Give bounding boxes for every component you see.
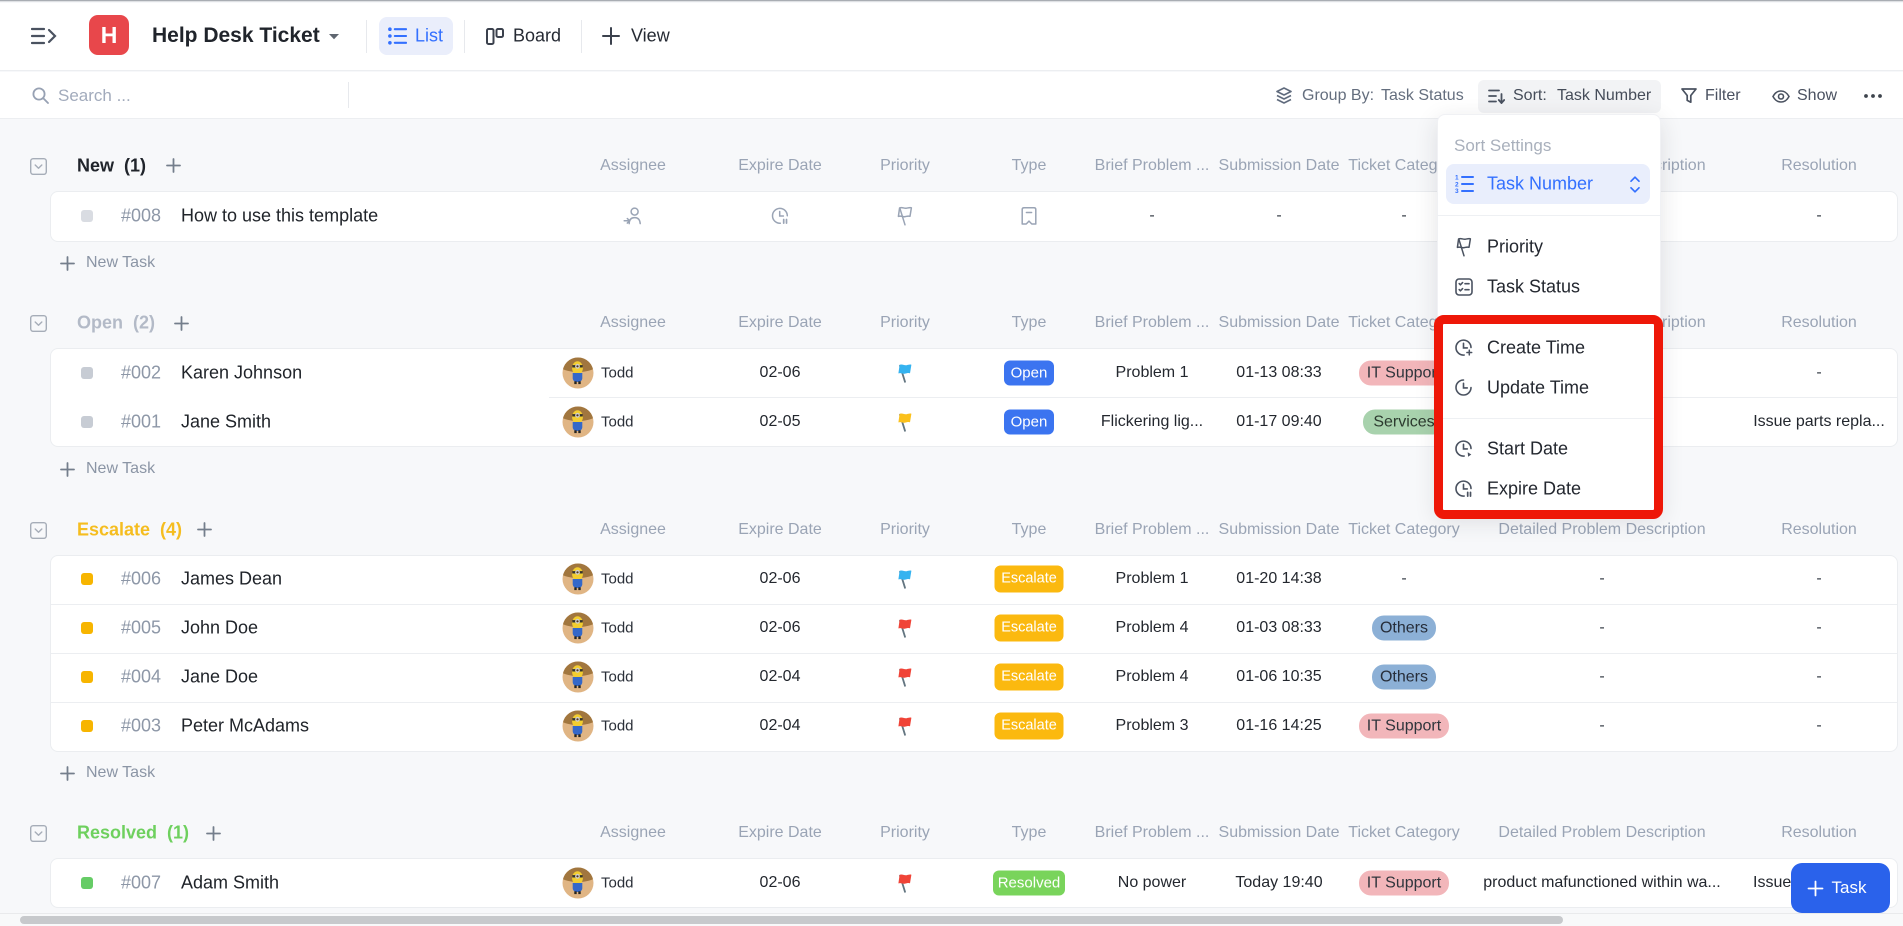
svg-text:2: 2 — [1455, 182, 1459, 189]
svg-text:1: 1 — [1455, 175, 1459, 182]
svg-text:3: 3 — [1455, 188, 1459, 193]
